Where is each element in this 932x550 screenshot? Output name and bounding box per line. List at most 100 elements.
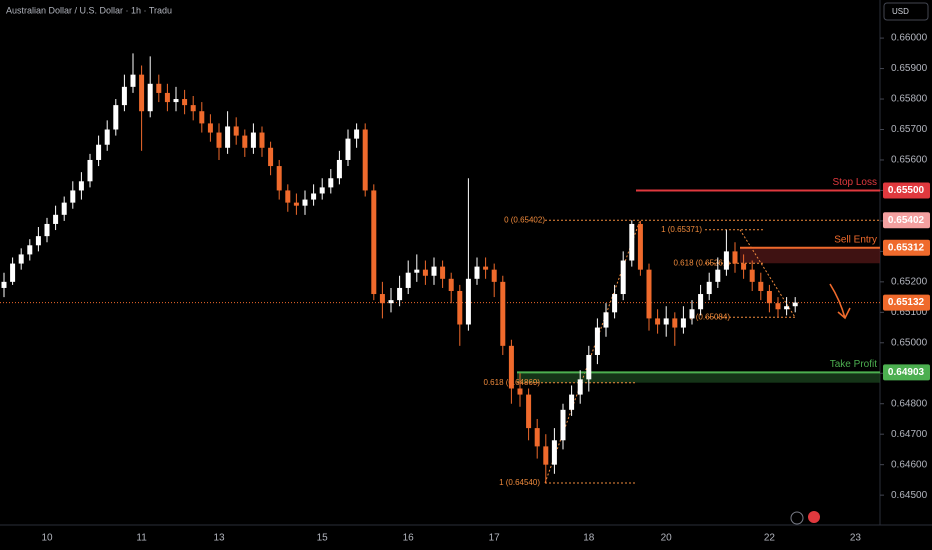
candle-body (336, 159, 342, 179)
candle-body (715, 269, 721, 282)
y-tick-label: 0.64800 (891, 398, 928, 409)
candle-body (517, 388, 523, 395)
tp-zone (517, 372, 880, 383)
price-badge-label: 0.65402 (888, 215, 925, 226)
candle-body (551, 440, 557, 465)
price-badge (883, 212, 930, 229)
candle-body (508, 345, 514, 389)
fib-label: 0 (0.65402) (504, 215, 545, 224)
candle-body (586, 354, 592, 380)
candle-body (156, 83, 162, 93)
candle-body (362, 129, 368, 191)
candle-body (276, 166, 282, 191)
candle-body (10, 263, 16, 282)
level-name: Stop Loss (833, 177, 877, 188)
candle-body (311, 193, 317, 200)
candle-body (121, 86, 127, 106)
currency: USD (892, 7, 909, 16)
candle-body (53, 214, 59, 224)
candle-body (61, 202, 67, 215)
icon (790, 511, 804, 525)
x-tick-label: 22 (764, 533, 776, 544)
candle-body (543, 446, 549, 465)
fib-label: 1 (0.64540) (499, 478, 540, 487)
candle-body (758, 281, 764, 291)
candle-body (35, 236, 41, 246)
candle-body (233, 126, 239, 136)
fib-label: 1 (0.65371) (661, 225, 702, 234)
price-badge (883, 294, 930, 311)
candle-body (78, 181, 84, 191)
candle-body (526, 394, 532, 429)
candle-body (354, 129, 360, 139)
candle-body (612, 294, 618, 313)
x-tick-label: 17 (489, 533, 501, 544)
y-tick-label: 0.65900 (891, 63, 928, 74)
sell-zone (740, 247, 880, 264)
price-badge (883, 364, 930, 381)
candle-body (379, 294, 385, 304)
candle-body (207, 123, 213, 133)
price-badge-label: 0.65132 (888, 297, 925, 308)
candle-body (345, 138, 351, 160)
chart-title: Australian Dollar / U.S. Dollar · 1h · T… (6, 5, 172, 15)
candle-body (465, 278, 471, 325)
candle-body (646, 269, 652, 319)
x-tick-label: 23 (850, 533, 862, 544)
candle-body (698, 294, 704, 310)
candle-body (190, 105, 196, 112)
level-name: Take Profit (830, 359, 877, 370)
y-tick-label: 0.65700 (891, 124, 928, 135)
candle-body (431, 266, 437, 276)
candle-body (139, 74, 145, 112)
candle-body (663, 318, 669, 325)
candle-body (388, 300, 394, 304)
candle-body (250, 132, 256, 148)
x-tick-label: 15 (317, 533, 329, 544)
candle-body (706, 281, 712, 295)
fib-trend (739, 229, 796, 318)
candle-body (620, 260, 626, 295)
candle-body (293, 202, 299, 206)
candle-body (27, 245, 33, 255)
price-badge (883, 182, 930, 199)
candle-body (113, 105, 119, 130)
candle-body (96, 144, 102, 160)
x-tick-label: 20 (661, 533, 673, 544)
candle-body (603, 312, 609, 328)
y-tick-label: 0.65800 (891, 94, 928, 105)
level-name: Sell Entry (834, 234, 877, 245)
y-tick-label: 0.64600 (891, 459, 928, 470)
candle-body (70, 190, 76, 203)
candle-body (302, 199, 308, 206)
price-badge-label: 0.64903 (888, 367, 925, 378)
candle-body (569, 394, 575, 410)
candle-body (672, 318, 678, 328)
y-tick-label: 0.65600 (891, 155, 928, 166)
candle-body (534, 428, 540, 447)
candle-body (182, 99, 188, 106)
x-tick-label: 10 (41, 533, 53, 544)
candle-body (104, 129, 110, 145)
candle-body (474, 266, 480, 279)
candle-body (87, 159, 93, 182)
fib-label: 0.618 (0.65261) (674, 258, 731, 267)
candle-body (199, 111, 205, 124)
candle-body (285, 190, 291, 203)
candle-body (483, 266, 489, 270)
candle-body (655, 318, 661, 325)
candle-body (397, 287, 403, 301)
y-tick-label: 0.65000 (891, 337, 928, 348)
down-arrow (829, 283, 851, 320)
candle-body (629, 223, 635, 261)
x-tick-label: 11 (136, 533, 147, 544)
candle-body (732, 251, 738, 264)
candle-body (173, 99, 179, 103)
candle-body (328, 178, 334, 188)
candle-body (405, 272, 411, 288)
candle-body (422, 269, 428, 276)
x-tick-label: 18 (583, 533, 595, 544)
candle-body (44, 223, 50, 237)
candle-body (775, 303, 781, 310)
candle-body (749, 269, 755, 282)
